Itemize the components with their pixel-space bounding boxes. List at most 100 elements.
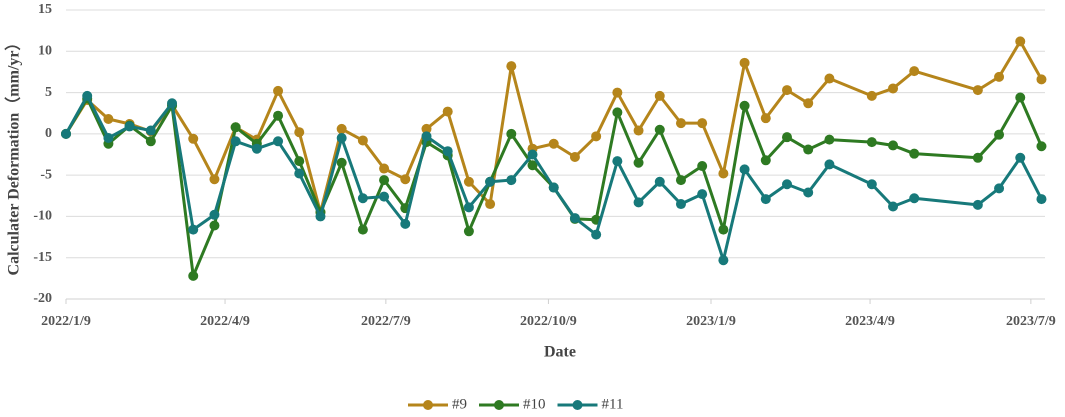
data-point [803, 98, 814, 109]
data-point [675, 199, 686, 210]
data-point [888, 83, 899, 94]
x-axis-label: Date [544, 344, 576, 361]
data-point [569, 213, 580, 224]
data-point [230, 122, 241, 133]
data-point [612, 87, 623, 98]
data-point [463, 176, 474, 187]
data-point [251, 143, 262, 154]
data-point [506, 61, 517, 72]
legend-marker [572, 400, 583, 410]
data-point [803, 187, 814, 198]
data-point [866, 179, 877, 190]
data-point [760, 155, 771, 166]
data-point [442, 146, 453, 157]
data-point [379, 163, 390, 174]
data-point [336, 123, 347, 134]
data-point [167, 98, 178, 109]
data-point [230, 136, 241, 147]
data-point [718, 255, 729, 266]
data-point [654, 176, 665, 187]
data-point [888, 140, 899, 151]
data-point [633, 157, 644, 168]
data-point [781, 85, 792, 96]
data-point [294, 156, 305, 167]
data-point [718, 224, 729, 235]
data-point [294, 168, 305, 179]
data-point [1015, 152, 1026, 163]
legend-marker [423, 400, 433, 410]
data-point [145, 125, 156, 136]
data-point [824, 159, 835, 170]
data-point [209, 174, 220, 185]
data-point [336, 157, 347, 168]
data-point [888, 201, 899, 212]
data-point [739, 164, 750, 175]
data-point [61, 128, 71, 139]
data-point [994, 129, 1005, 140]
data-point [612, 107, 623, 118]
data-point [548, 138, 559, 149]
y-tick-label: 0 [45, 126, 52, 141]
y-tick-label: -10 [33, 209, 52, 224]
data-point [697, 118, 708, 129]
x-tick-label: 2022/4/9 [200, 314, 250, 329]
y-tick-label: -20 [33, 291, 52, 306]
data-point [336, 132, 347, 143]
data-point [569, 151, 580, 162]
data-point [294, 127, 305, 138]
data-point [654, 124, 665, 135]
data-point [124, 121, 135, 132]
data-point [506, 175, 517, 186]
y-axis-label: Calculater Deformation（mm/yr） [5, 35, 23, 276]
data-point [1015, 92, 1026, 103]
y-tick-label: -5 [40, 167, 52, 182]
y-tick-label: -15 [33, 250, 52, 265]
x-tick-label: 2023/7/9 [1006, 314, 1056, 329]
data-point [421, 131, 432, 142]
x-tick-label: 2023/4/9 [845, 314, 895, 329]
data-point [697, 161, 708, 172]
data-point [103, 113, 114, 124]
data-point [909, 66, 920, 77]
data-point [548, 182, 559, 193]
data-point [400, 218, 411, 229]
data-point [781, 132, 792, 143]
data-point [781, 179, 792, 190]
data-point [760, 113, 771, 124]
y-tick-label: 10 [38, 44, 52, 59]
x-tick-label: 2023/1/9 [686, 314, 736, 329]
data-point [866, 90, 877, 101]
series-line [64, 39, 1043, 214]
data-point [697, 189, 708, 200]
data-point [188, 133, 199, 144]
data-point [866, 137, 877, 148]
data-point [972, 152, 983, 163]
data-point [633, 125, 644, 136]
data-point [909, 193, 920, 204]
data-point [315, 211, 326, 222]
data-point [824, 73, 835, 84]
data-point [463, 226, 474, 237]
data-point [442, 106, 453, 117]
data-point [972, 199, 983, 210]
data-point [909, 148, 920, 159]
data-point [485, 199, 496, 210]
data-point [803, 144, 814, 155]
data-point [994, 71, 1005, 82]
data-point [421, 123, 432, 134]
data-point [209, 220, 220, 231]
data-point [145, 136, 156, 147]
data-point [675, 175, 686, 186]
legend-label: #10 [523, 396, 546, 412]
data-point [400, 174, 411, 185]
y-tick-label: 5 [45, 85, 52, 100]
data-point [1036, 141, 1047, 152]
data-point [485, 176, 496, 187]
data-point [527, 160, 538, 171]
data-point [463, 202, 474, 213]
data-point [654, 90, 665, 101]
data-point [633, 197, 644, 208]
data-point [103, 132, 114, 143]
data-point [82, 90, 93, 101]
